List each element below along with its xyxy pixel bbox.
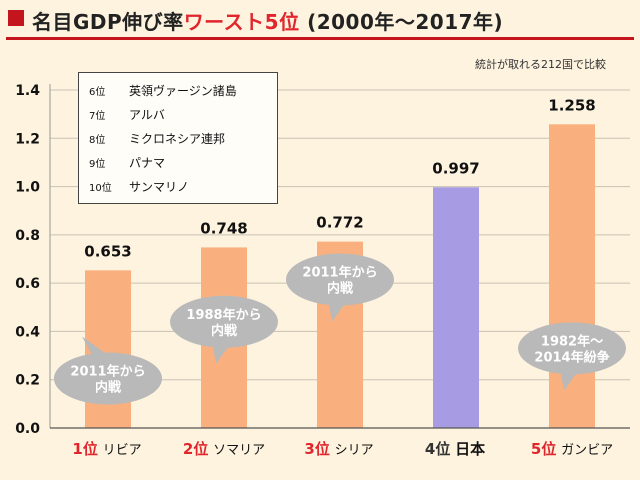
y-tick-label: 0.4: [15, 324, 40, 340]
callout-text: 内戦: [95, 380, 122, 396]
y-tick-label: 1.4: [15, 83, 40, 99]
ranking-item: 6位 英領ヴァージン諸島: [89, 84, 237, 98]
ranking-item: 9位 パナマ: [89, 156, 166, 170]
callout-bubble: [170, 295, 278, 348]
callout-text: 2014年紛争: [534, 349, 609, 365]
callout-bubble: [518, 322, 626, 375]
callout-text: 2011年から: [302, 265, 377, 281]
ranking-item: 8位 ミクロネシア連邦: [89, 132, 226, 146]
title-rule: [6, 37, 634, 40]
bar-value-label: 1.258: [548, 96, 595, 114]
bar: [549, 124, 595, 428]
callout-text: 内戦: [211, 323, 238, 339]
ranking-item: 10位 サンマリノ: [89, 180, 190, 194]
x-tick-label-syria: 3位 シリア: [304, 440, 374, 458]
title-square-icon: [8, 10, 24, 26]
callout-bubble: [286, 253, 394, 306]
callout-text: 1988年から: [186, 307, 261, 323]
ranking-box: 6位 英領ヴァージン諸島 7位 アルバ 8位 ミクロネシア連邦 9位 パナマ 10位 サン…: [78, 72, 278, 204]
chart-title: 名目GDP伸び率ワースト5位 (2000年～2017年): [32, 10, 504, 34]
bar-value-label: 0.748: [200, 219, 247, 237]
x-tick-label-japan: 4位 日本: [424, 440, 486, 458]
callout-text: 内戦: [327, 281, 354, 297]
x-tick-label-libya: 1位 リビア: [72, 440, 142, 458]
bar-value-label: 0.653: [84, 242, 131, 260]
y-tick-label: 0.2: [15, 373, 40, 389]
y-tick-label: 1.2: [15, 131, 40, 147]
y-tick-label: 0.0: [15, 421, 40, 437]
x-tick-label-somalia: 2位 ソマリア: [182, 440, 266, 458]
callout-text: 2011年から: [70, 364, 145, 380]
ranking-item: 7位 アルバ: [89, 108, 165, 122]
title-bar: 名目GDP伸び率ワースト5位 (2000年～2017年): [0, 0, 640, 40]
title-highlight: ワースト5位: [183, 10, 300, 34]
source-note: 統計が取れる212国で比較: [475, 58, 606, 71]
y-tick-label: 0.8: [15, 228, 40, 244]
y-tick-label: 0.6: [15, 276, 40, 292]
bar-value-label: 0.997: [432, 159, 479, 177]
callout-bubble: [54, 352, 162, 405]
bar: [433, 187, 479, 428]
bar-value-label: 0.772: [316, 214, 363, 232]
callout-text: 1982年～: [541, 333, 603, 349]
x-tick-label-gambia: 5位 ガンビア: [530, 440, 614, 458]
y-tick-label: 1.0: [15, 180, 40, 196]
